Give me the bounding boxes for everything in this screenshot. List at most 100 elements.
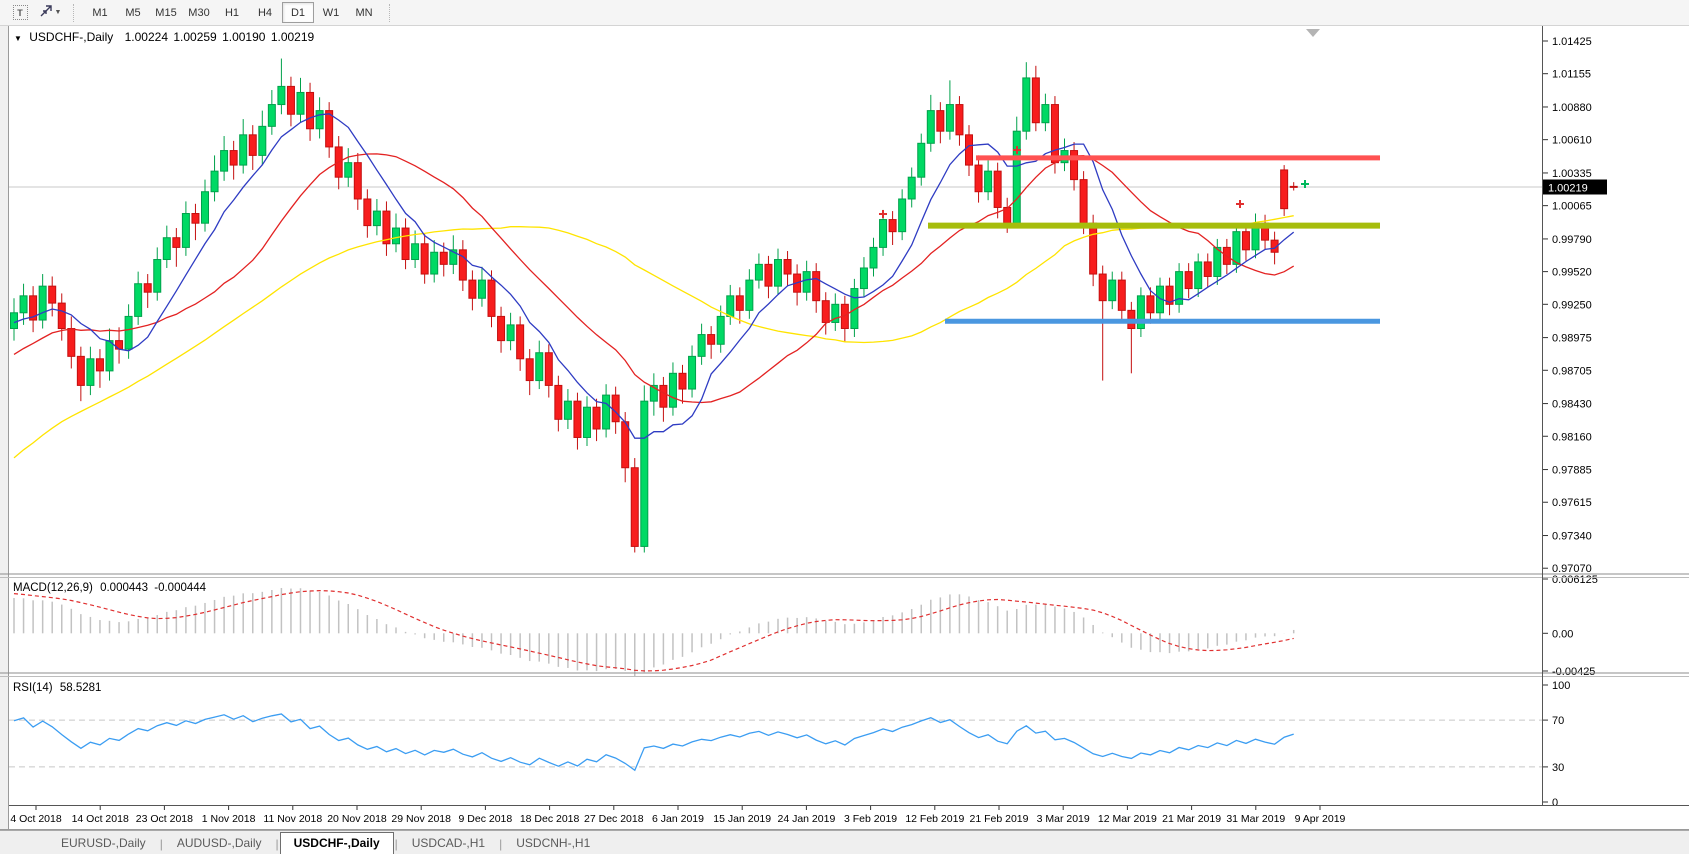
candle-body bbox=[497, 315, 506, 342]
candle-body bbox=[1136, 295, 1145, 330]
candle-body bbox=[1079, 179, 1088, 224]
candle-body bbox=[640, 400, 649, 547]
candle-body bbox=[458, 249, 467, 281]
candle-body bbox=[411, 243, 420, 261]
macd-axis-label: 0.006125 bbox=[1552, 574, 1598, 586]
candle-body bbox=[688, 355, 697, 390]
text-tool-icon: T bbox=[12, 5, 28, 20]
candle-body bbox=[76, 355, 85, 386]
candle-body bbox=[306, 91, 315, 130]
candle-body bbox=[745, 279, 754, 311]
timeframe-button-m5[interactable]: M5 bbox=[125, 6, 141, 19]
candle-body bbox=[535, 352, 544, 382]
macd-indicator-label: MACD(12,26,9) 0.000443 -0.000444 bbox=[13, 582, 207, 594]
candle-body bbox=[993, 170, 1002, 208]
chart-window[interactable]: 1.01425 1.01155 1.00880 1.00610 1.00335 1.000… bbox=[0, 26, 1689, 830]
timeframe-button-d1[interactable]: D1 bbox=[282, 2, 314, 23]
time-axis-label: 9 Apr 2019 bbox=[1295, 813, 1346, 825]
candle-body bbox=[869, 246, 878, 269]
chart-tab-bar: EURUSD-,Daily | AUDUSD-,Daily | USDCHF-,Dail… bbox=[0, 830, 1689, 854]
candle-body bbox=[1175, 271, 1184, 305]
candle-body bbox=[363, 198, 372, 227]
candle-body bbox=[917, 142, 926, 178]
candle-body bbox=[172, 237, 181, 248]
candle-body bbox=[315, 110, 324, 130]
timeframe-button-h4[interactable]: H4 bbox=[257, 6, 273, 19]
candle-body bbox=[649, 384, 658, 402]
candle-body bbox=[774, 259, 782, 287]
time-axis-label: 21 Feb 2019 bbox=[970, 813, 1029, 825]
chart-tab-eurusd[interactable]: EURUSD-,Daily bbox=[61, 836, 146, 850]
candle-body bbox=[95, 358, 104, 372]
timeframe-button-mn[interactable]: MN bbox=[355, 6, 373, 19]
candle-body bbox=[1203, 261, 1212, 277]
candle-body bbox=[372, 210, 381, 227]
candle-body bbox=[1050, 104, 1059, 164]
timeframe-button-m30[interactable]: M30 bbox=[188, 6, 210, 19]
candle-body bbox=[143, 283, 152, 293]
rsi-line bbox=[13, 713, 1294, 772]
price-axis-label: 0.98705 bbox=[1552, 365, 1592, 377]
candle-body bbox=[783, 259, 792, 275]
price-axis-label: 0.98160 bbox=[1552, 431, 1592, 443]
candle-body bbox=[57, 302, 66, 330]
ma-slow-yellow bbox=[13, 215, 1294, 459]
candle-body bbox=[668, 372, 677, 408]
time-axis-label: 18 Dec 2018 bbox=[520, 813, 580, 825]
candle-body bbox=[1012, 130, 1021, 224]
candle-body bbox=[955, 104, 964, 136]
price-axis-label: 1.00335 bbox=[1552, 168, 1592, 180]
candle-body bbox=[592, 406, 601, 430]
candle-body bbox=[124, 315, 133, 350]
chart-tab-usdcad[interactable]: USDCAD-,H1 bbox=[411, 836, 486, 850]
current-price-box bbox=[1543, 179, 1607, 195]
candle-body bbox=[134, 283, 143, 317]
timeframe-button-h1[interactable]: H1 bbox=[224, 6, 240, 19]
candle-body bbox=[525, 358, 534, 382]
candle-body bbox=[1117, 279, 1126, 311]
price-axis-label: 0.99790 bbox=[1552, 234, 1592, 246]
candle-body bbox=[1108, 279, 1117, 302]
candle-body bbox=[573, 400, 582, 438]
toolbar-separator bbox=[73, 3, 75, 22]
price-axis-label: 0.98975 bbox=[1552, 333, 1592, 345]
candle-body bbox=[506, 324, 515, 342]
candle-body bbox=[267, 104, 276, 127]
drawing-tools-dropdown[interactable]: ▼ bbox=[36, 2, 64, 24]
candle-body bbox=[936, 110, 945, 132]
timeframe-button-m15[interactable]: M15 bbox=[155, 6, 177, 19]
candle-body bbox=[735, 295, 744, 311]
candle-body bbox=[153, 259, 162, 293]
candle-body bbox=[888, 219, 897, 233]
rsi-axis-label: 100 bbox=[1552, 680, 1570, 692]
text-tool-button[interactable]: T bbox=[6, 2, 34, 24]
price-axis-label: 1.00880 bbox=[1552, 102, 1592, 114]
candle-body bbox=[945, 104, 954, 132]
candle-body bbox=[229, 150, 238, 166]
chart-title: ▼ USDCHF-,Daily 1.00224 1.00259 1.00190 … bbox=[14, 30, 315, 44]
candle-body bbox=[420, 243, 429, 275]
time-axis-label: 9 Dec 2018 bbox=[459, 813, 513, 825]
chart-tab-usdcnh[interactable]: USDCNH-,H1 bbox=[516, 836, 591, 850]
candle-body bbox=[29, 295, 38, 321]
time-axis-label: 29 Nov 2018 bbox=[391, 813, 451, 825]
time-axis-label: 1 Nov 2018 bbox=[202, 813, 256, 825]
candle-body bbox=[678, 372, 687, 390]
collapse-arrow-icon: ▼ bbox=[14, 34, 22, 43]
candle-body bbox=[48, 285, 57, 304]
price-axis-label: 0.97885 bbox=[1552, 465, 1592, 477]
timeframe-button-w1[interactable]: W1 bbox=[322, 6, 340, 19]
candle-body bbox=[392, 227, 400, 245]
candle-body bbox=[210, 170, 219, 193]
price-axis-label: 0.97340 bbox=[1552, 531, 1592, 543]
chevron-down-icon: ▼ bbox=[54, 9, 62, 16]
chart-tab-audusd[interactable]: AUDUSD-,Daily bbox=[176, 836, 262, 850]
chart-shift-marker[interactable] bbox=[1306, 29, 1320, 37]
time-axis-label: 20 Nov 2018 bbox=[327, 813, 387, 825]
candle-body bbox=[258, 125, 267, 156]
time-axis-label: 11 Nov 2018 bbox=[263, 813, 322, 825]
chart-tab-usdchf[interactable]: USDCHF-,Daily bbox=[279, 832, 394, 854]
candle-body bbox=[812, 271, 821, 302]
timeframe-button-m1[interactable]: M1 bbox=[92, 6, 108, 19]
candle-body bbox=[898, 198, 907, 233]
